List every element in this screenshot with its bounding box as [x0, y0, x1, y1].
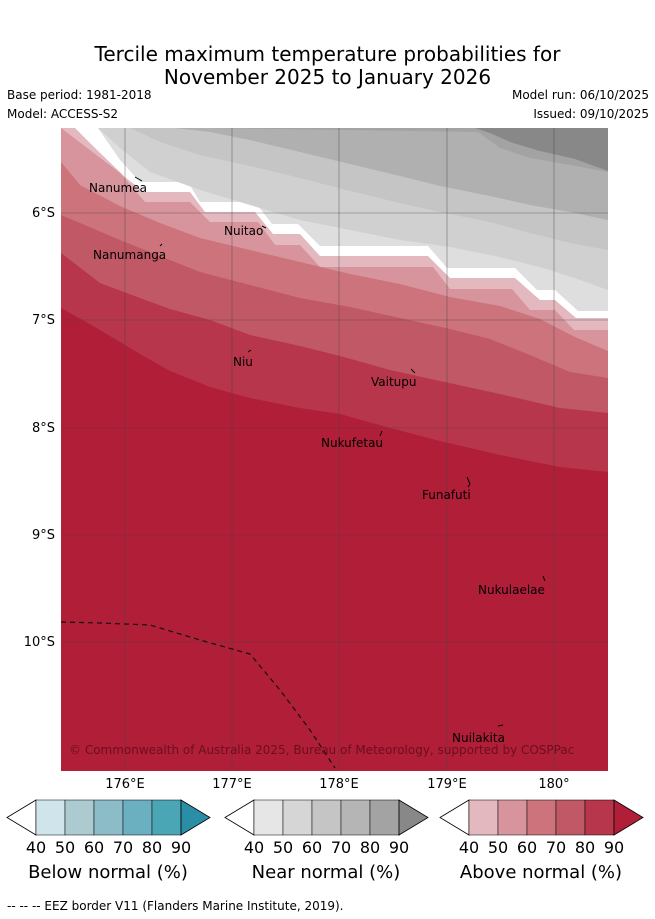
- colorbar-near-high-extend: [398, 799, 429, 836]
- colorbar-near-tick-80: 80: [359, 838, 381, 857]
- colorbar-above-tick-40: 40: [458, 838, 480, 857]
- colorbar-above-high-extend: [613, 799, 644, 836]
- colorbar-above-bin-60: [526, 799, 557, 836]
- colorbar-above-title: Above normal (%): [459, 862, 623, 883]
- place-label-nanumanga: Nanumanga: [93, 248, 166, 262]
- lat-label-7s: 7°S: [31, 313, 55, 328]
- colorbar-below-tick-50: 50: [54, 838, 76, 857]
- island-nuitao: [261, 225, 267, 229]
- band-near-70: [175, 128, 608, 220]
- colorbar-above-tick-50: 50: [487, 838, 509, 857]
- colorbar-below-tick-60: 60: [83, 838, 105, 857]
- place-labels: Nanumea Nanumanga Nuitao Niu Vaitupu Nuk…: [89, 181, 545, 745]
- colorbar-above-bin-70: [555, 799, 586, 836]
- colorbar-above-tick-80: 80: [574, 838, 596, 857]
- colorbar-above-bin-50: [497, 799, 528, 836]
- eez-border: [60, 621, 336, 769]
- island-nuilakita: [497, 724, 504, 727]
- island-nanumanga: [159, 243, 163, 247]
- lat-label-9s: 9°S: [31, 528, 55, 543]
- colorbar-below-bin-80: [151, 799, 182, 836]
- model-name: Model: ACCESS-S2: [7, 107, 119, 121]
- copyright-notice: © Commonwealth of Australia 2025, Bureau…: [69, 743, 574, 757]
- eez-legend-note: -- -- -- EEZ border V11 (Flanders Marine…: [7, 899, 344, 913]
- colorbar-near-bin-80: [369, 799, 400, 836]
- colorbar-near-bin-50: [282, 799, 313, 836]
- lat-label-6s: 6°S: [31, 206, 55, 221]
- place-label-nanumea: Nanumea: [89, 181, 147, 195]
- island-nanumea: [134, 176, 143, 182]
- lon-label-176e: 176°E: [105, 777, 145, 792]
- colorbar-near-tick-50: 50: [272, 838, 294, 857]
- colorbar-above-tick-70: 70: [545, 838, 567, 857]
- lon-label-177e: 177°E: [212, 777, 252, 792]
- colorbar-near-low-extend: [224, 799, 255, 836]
- colorbar-below: [6, 799, 211, 836]
- colorbar-below-title: Below normal (%): [28, 862, 188, 883]
- island-niu: [247, 349, 252, 353]
- lon-label-178e: 178°E: [319, 777, 359, 792]
- colorbar-above-tick-90: 90: [603, 838, 625, 857]
- place-label-nuitao: Nuitao: [224, 224, 263, 238]
- colorbar-below-bin-60: [93, 799, 124, 836]
- colorbar-below-bin-40: [35, 799, 66, 836]
- colorbar-above-bin-80: [584, 799, 615, 836]
- colorbar-near: [224, 799, 429, 836]
- lon-label-179e: 179°E: [427, 777, 467, 792]
- colorbar-below-tick-80: 80: [141, 838, 163, 857]
- colorbar-below-tick-90: 90: [170, 838, 192, 857]
- colorbar-near-bin-40: [253, 799, 284, 836]
- band-near-90: [475, 128, 608, 171]
- colorbar-above-tick-60: 60: [516, 838, 538, 857]
- lat-label-10s: 10°S: [23, 635, 55, 650]
- place-label-niu: Niu: [233, 355, 253, 369]
- colorbar-near-bin-70: [340, 799, 371, 836]
- colorbar-below-high-extend: [180, 799, 211, 836]
- colorbar-near-bin-60: [311, 799, 342, 836]
- base-period: Base period: 1981-2018: [7, 88, 152, 102]
- colorbar-below-low-extend: [6, 799, 37, 836]
- colorbar-near-tick-60: 60: [301, 838, 323, 857]
- place-label-nuilakita: Nuilakita: [452, 731, 505, 745]
- island-funafuti: [466, 476, 471, 488]
- island-shapes: [134, 176, 546, 727]
- gridlines: [61, 128, 608, 771]
- colorbar-below-tick-70: 70: [112, 838, 134, 857]
- colorbar-below-bin-50: [64, 799, 95, 836]
- map-title-line1: Tercile maximum temperature probabilitie…: [94, 42, 561, 66]
- place-label-vaitupu: Vaitupu: [371, 375, 417, 389]
- issued-date: Issued: 09/10/2025: [533, 107, 649, 121]
- lon-label-180: 180°: [538, 777, 570, 792]
- place-label-funafuti: Funafuti: [422, 488, 471, 502]
- place-label-nukufetau: Nukufetau: [321, 436, 383, 450]
- lat-label-8s: 8°S: [31, 421, 55, 436]
- colorbar-near-title: Near normal (%): [251, 862, 401, 883]
- colorbar-above-bin-40: [468, 799, 499, 836]
- map-title-line2: November 2025 to January 2026: [163, 65, 492, 89]
- colorbar-below-tick-40: 40: [25, 838, 47, 857]
- colorbar-near-tick-40: 40: [243, 838, 265, 857]
- colorbar-below-bin-70: [122, 799, 153, 836]
- model-run: Model run: 06/10/2025: [511, 88, 649, 102]
- place-label-nukulaelae: Nukulaelae: [478, 583, 545, 597]
- colorbar-near-tick-70: 70: [330, 838, 352, 857]
- colorbar-above-low-extend: [439, 799, 470, 836]
- island-vaitupu: [410, 368, 416, 374]
- colorbar-near-tick-90: 90: [388, 838, 410, 857]
- island-nukulaelae: [542, 575, 546, 582]
- island-nukufetau: [379, 430, 383, 437]
- colorbar-above: [439, 799, 644, 836]
